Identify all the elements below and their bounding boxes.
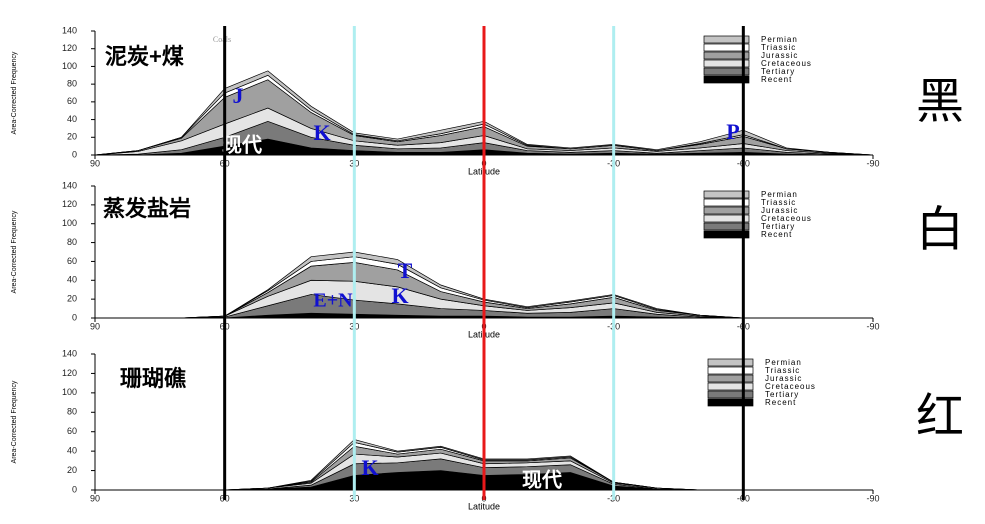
annotation: Coals	[213, 35, 231, 44]
legend-swatch	[703, 230, 750, 239]
legend-swatch	[707, 358, 754, 367]
legend-label: Jurassic	[765, 374, 802, 383]
legend-swatch	[703, 198, 750, 207]
chart-title: 蒸发盐岩	[103, 196, 191, 221]
legend-swatch	[707, 374, 754, 383]
side-label: 红	[916, 391, 964, 444]
legend-label: Tertiary	[761, 222, 795, 231]
x-tick-label: 90	[90, 493, 100, 503]
y-axis-label: Area-Corrected Frequency	[11, 380, 18, 463]
legend-swatch	[703, 190, 750, 199]
legend-swatch	[703, 59, 750, 68]
x-tick-label: -90	[866, 493, 879, 503]
x-tick-label: -90	[866, 321, 879, 331]
y-tick-label: 40	[67, 446, 77, 456]
annotation: J	[233, 83, 244, 108]
legend-swatch	[703, 222, 750, 231]
legend-swatch	[707, 366, 754, 375]
legend-label: Tertiary	[765, 390, 799, 399]
annotation: P	[726, 119, 739, 144]
y-tick-label: 120	[62, 368, 77, 378]
y-axis-label: Area-Corrected Frequency	[11, 210, 18, 293]
legend-swatch	[703, 67, 750, 76]
legend-label: Permian	[761, 35, 798, 44]
y-tick-label: 0	[72, 149, 77, 159]
y-tick-label: 20	[67, 132, 77, 142]
legend-label: Triassic	[761, 198, 796, 207]
legend-swatch	[703, 43, 750, 52]
y-tick-label: 100	[62, 387, 77, 397]
annotation: K	[391, 283, 408, 308]
legend-swatch	[703, 35, 750, 44]
legend-label: Tertiary	[761, 67, 795, 76]
x-tick-label: 90	[90, 321, 100, 331]
chart-title: 泥炭+煤	[105, 44, 184, 69]
legend-label: Jurassic	[761, 206, 798, 215]
legend-swatch	[703, 206, 750, 215]
annotation: 现代	[522, 469, 562, 492]
legend-label: Permian	[761, 190, 798, 199]
legend-label: Triassic	[761, 43, 796, 52]
chart-title: 珊瑚礁	[120, 366, 186, 391]
chart: 0204060801001201409060300-30-60-90Latitu…	[11, 25, 880, 176]
chart: 0204060801001201409060300-30-60-90Latitu…	[11, 180, 880, 339]
x-axis-label: Latitude	[468, 501, 500, 511]
legend-swatch	[707, 382, 754, 391]
y-axis-label: Area-Corrected Frequency	[11, 51, 18, 134]
y-tick-label: 80	[67, 79, 77, 89]
y-tick-label: 80	[67, 407, 77, 417]
legend-swatch	[703, 51, 750, 60]
y-tick-label: 0	[72, 484, 77, 494]
legend-label: Jurassic	[761, 51, 798, 60]
annotation: K	[313, 120, 330, 145]
side-label: 白	[916, 204, 964, 257]
y-tick-label: 20	[67, 294, 77, 304]
legend-swatch	[707, 390, 754, 399]
y-tick-label: 60	[67, 426, 77, 436]
x-tick-label: -90	[866, 158, 879, 168]
legend-swatch	[703, 75, 750, 84]
annotation: T	[398, 258, 413, 283]
y-tick-label: 60	[67, 256, 77, 266]
annotation: E+N	[313, 290, 353, 312]
legend-swatch	[707, 398, 754, 407]
y-tick-label: 140	[62, 348, 77, 358]
y-tick-label: 40	[67, 275, 77, 285]
legend-swatch	[703, 214, 750, 223]
y-tick-label: 40	[67, 114, 77, 124]
y-tick-label: 60	[67, 96, 77, 106]
chart: 0204060801001201409060300-30-60-90Latitu…	[11, 348, 880, 511]
y-tick-label: 80	[67, 237, 77, 247]
annotation: 现代	[222, 134, 262, 157]
y-tick-label: 140	[62, 25, 77, 35]
y-tick-label: 20	[67, 465, 77, 475]
y-tick-label: 0	[72, 312, 77, 322]
legend-label: Recent	[761, 75, 792, 84]
x-tick-label: 90	[90, 158, 100, 168]
y-tick-label: 120	[62, 199, 77, 209]
y-tick-label: 120	[62, 43, 77, 53]
side-label: 黑	[916, 76, 964, 129]
legend-label: Cretaceous	[765, 382, 816, 391]
legend-label: Recent	[761, 230, 792, 239]
legend-label: Cretaceous	[761, 59, 812, 68]
y-tick-label: 140	[62, 180, 77, 190]
legend-label: Permian	[765, 358, 802, 367]
legend-label: Recent	[765, 398, 796, 407]
y-tick-label: 100	[62, 218, 77, 228]
annotation: K	[361, 455, 378, 480]
legend-label: Triassic	[765, 366, 800, 375]
y-tick-label: 100	[62, 61, 77, 71]
legend-label: Cretaceous	[761, 214, 812, 223]
